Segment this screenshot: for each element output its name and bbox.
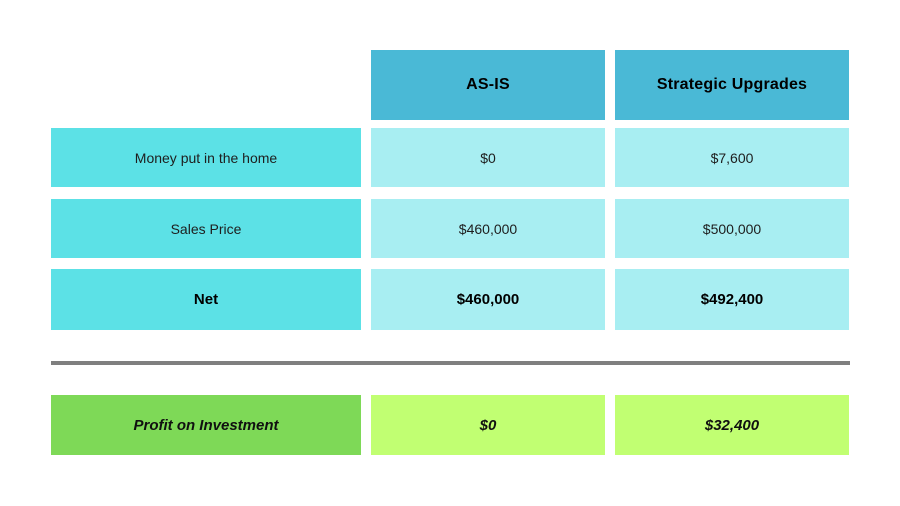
cell-money-as-is: $0: [371, 128, 605, 187]
cell-sales-price-as-is: $460,000: [371, 199, 605, 258]
cell-money-upgrades: $7,600: [615, 128, 849, 187]
cell-net-as-is: $460,000: [371, 269, 605, 330]
column-header-strategic-upgrades: Strategic Upgrades: [615, 50, 849, 120]
cell-sales-price-upgrades: $500,000: [615, 199, 849, 258]
cell-profit-as-is: $0: [371, 395, 605, 455]
row-label-sales-price: Sales Price: [51, 199, 361, 258]
row-label-profit-on-investment: Profit on Investment: [51, 395, 361, 455]
cell-net-upgrades: $492,400: [615, 269, 849, 330]
row-label-money-put-in-the-home: Money put in the home: [51, 128, 361, 187]
divider-line: [51, 361, 850, 365]
column-header-as-is: AS-IS: [371, 50, 605, 120]
cell-profit-upgrades: $32,400: [615, 395, 849, 455]
row-label-net: Net: [51, 269, 361, 330]
